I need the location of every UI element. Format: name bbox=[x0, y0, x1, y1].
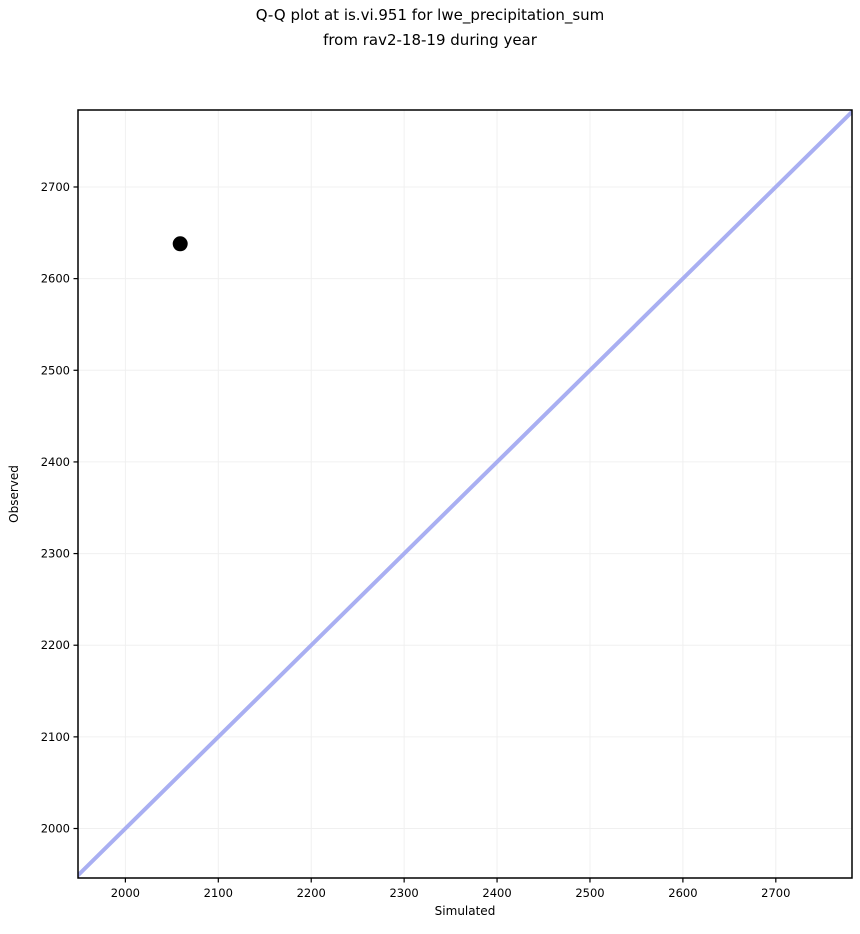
x-tick-label: 2100 bbox=[204, 886, 233, 900]
x-tick-label: 2700 bbox=[761, 886, 790, 900]
data-point bbox=[172, 236, 188, 252]
x-tick-label: 2600 bbox=[668, 886, 697, 900]
y-axis-label: Observed bbox=[7, 465, 21, 523]
chart-title-line-2: from rav2-18-19 during year bbox=[323, 31, 537, 49]
x-tick-label: 2000 bbox=[111, 886, 140, 900]
identity-line bbox=[78, 110, 852, 878]
y-tick-label: 2200 bbox=[41, 638, 70, 652]
y-tick-label: 2400 bbox=[41, 455, 70, 469]
plot-frame bbox=[77, 109, 853, 879]
chart-title: Q-Q plot at is.vi.951 for lwe_precipitat… bbox=[0, 3, 860, 53]
y-tick-label: 2500 bbox=[41, 363, 70, 377]
y-tick-label: 2100 bbox=[41, 730, 70, 744]
x-tick-label: 2400 bbox=[482, 886, 511, 900]
y-tick-label: 2000 bbox=[41, 822, 70, 836]
x-tick-label: 2200 bbox=[297, 886, 326, 900]
chart-title-line-1: Q-Q plot at is.vi.951 for lwe_precipitat… bbox=[255, 6, 605, 24]
x-tick-label: 2500 bbox=[575, 886, 604, 900]
x-axis-label: Simulated bbox=[434, 904, 496, 918]
y-tick-label: 2600 bbox=[41, 272, 70, 286]
y-tick-label: 2700 bbox=[41, 180, 70, 194]
y-tick-label: 2300 bbox=[41, 547, 70, 561]
x-tick-label: 2300 bbox=[389, 886, 418, 900]
